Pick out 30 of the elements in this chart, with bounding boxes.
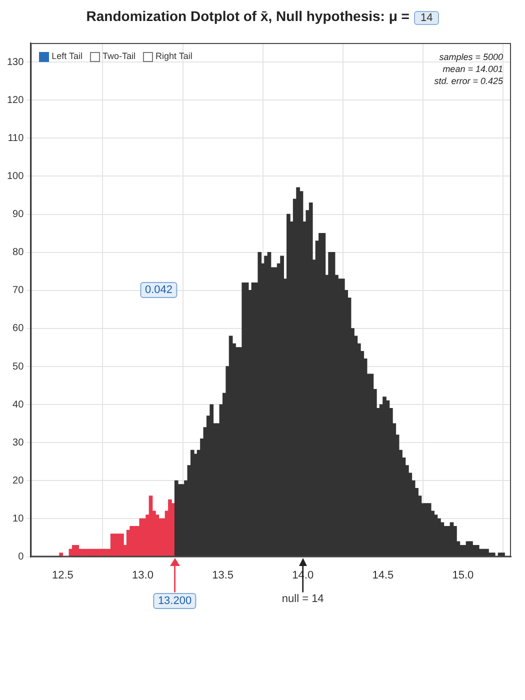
y-tick-label: 80: [12, 247, 24, 258]
y-tick-label: 130: [6, 56, 24, 68]
y-tick-label: 100: [6, 170, 24, 182]
y-tick-label: 90: [12, 209, 24, 220]
x-tick-label: 13.5: [212, 569, 234, 582]
y-tick-label: 40: [12, 399, 24, 410]
y-tick-label: 0: [18, 552, 24, 563]
annotation: samples = 5000: [438, 51, 503, 63]
y-tick-label: 70: [12, 285, 24, 296]
y-tick-label: 110: [8, 132, 24, 144]
text-field: 14: [414, 11, 439, 25]
y-tick-label: 50: [12, 361, 24, 372]
y-tick-label: 10: [12, 513, 24, 524]
annotation: mean = 14.001: [442, 63, 503, 75]
annotation: std. error = 0.425: [434, 75, 503, 87]
ref-line-label: 13.200: [152, 592, 197, 609]
annotation: 0.042: [140, 282, 178, 298]
y-tick-label: 30: [12, 437, 24, 448]
ref-line-label: null = 14: [282, 592, 324, 605]
annotation: Right Tail: [156, 51, 192, 61]
y-tick-label: 60: [12, 323, 24, 334]
x-tick-label: 14.5: [372, 569, 394, 582]
annotation: Two-Tail: [102, 51, 136, 61]
x-tick-label: 15.0: [452, 569, 474, 582]
x-tick-label: 13.0: [132, 569, 154, 582]
y-tick-label: 20: [12, 475, 24, 486]
annotation: Left Tail: [52, 51, 83, 61]
chart-title: Randomization Dotplot of x̄, Null hypothesis: μ =: [86, 8, 410, 24]
y-tick-label: 120: [6, 94, 24, 106]
x-tick-label: 12.5: [52, 569, 74, 582]
